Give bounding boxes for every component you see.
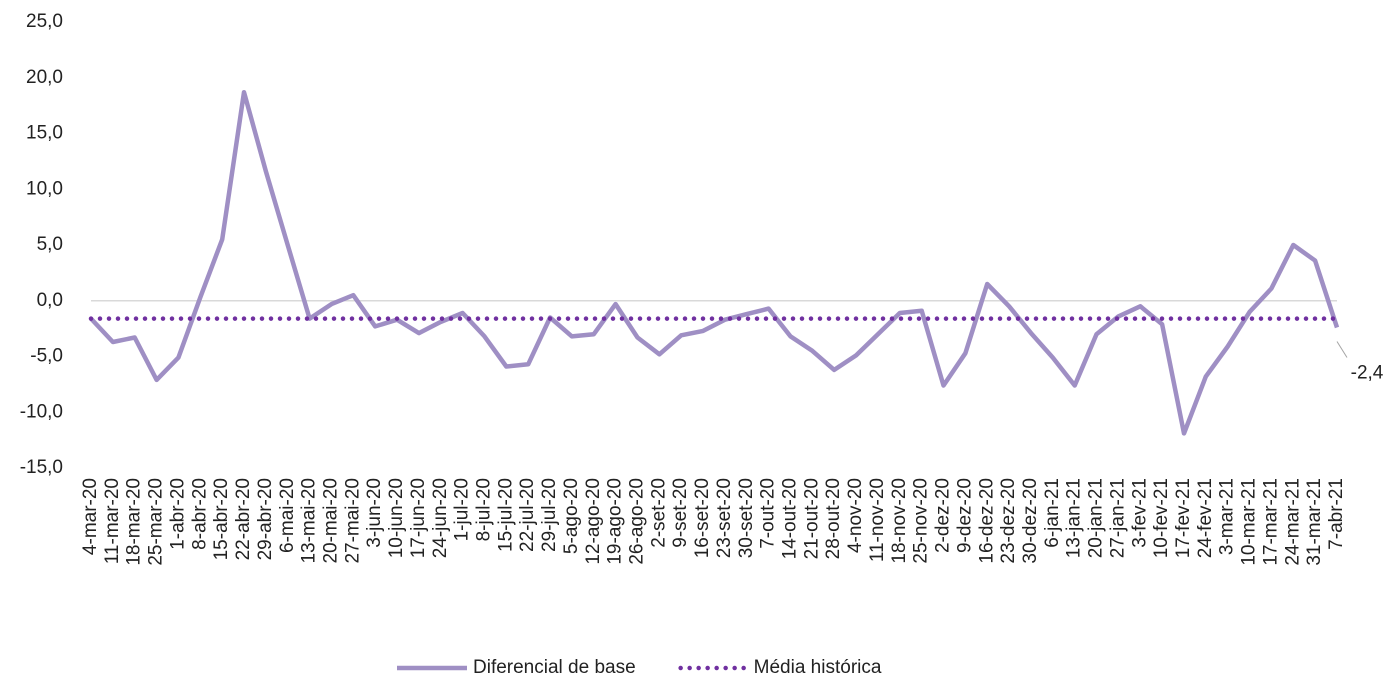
y-tick-label: 0,0 (37, 290, 63, 311)
x-tick-label: 7-abr-21 (1326, 478, 1347, 550)
legend-label: Diferencial de base (473, 657, 636, 678)
x-tick-label: 23-set-20 (714, 478, 735, 558)
data-label: -2,4 (1351, 363, 1384, 384)
x-tick-label: 12-ago-20 (583, 478, 604, 565)
x-tick-label: 2-dez-20 (933, 478, 954, 553)
x-tick-label: 19-ago-20 (605, 478, 626, 565)
x-tick-label: 4-nov-20 (845, 478, 866, 553)
x-tick-label: 11-nov-20 (867, 478, 888, 562)
x-tick-label: 16-dez-20 (976, 478, 997, 564)
x-tick-label: 10-fev-21 (1151, 478, 1172, 558)
y-tick-label: 10,0 (26, 178, 63, 199)
legend-label: Média histórica (754, 657, 882, 678)
x-tick-label: 29-abr-20 (255, 478, 276, 560)
x-tick-label: 5-ago-20 (561, 478, 582, 554)
x-tick-label: 10-mar-21 (1239, 478, 1260, 566)
x-tick-label: 9-dez-20 (954, 478, 975, 553)
x-tick-label: 8-jul-20 (473, 478, 494, 541)
x-tick-label: 27-jan-21 (1107, 478, 1128, 558)
x-tick-label: 3-mar-21 (1217, 478, 1238, 555)
x-tick-label: 4-mar-20 (80, 478, 101, 555)
x-tick-label: 1-abr-20 (167, 478, 188, 550)
x-tick-label: 28-out-20 (823, 478, 844, 559)
x-tick-label: 2-set-20 (648, 478, 669, 548)
x-tick-label: 8-abr-20 (189, 478, 210, 550)
x-tick-label: 31-mar-21 (1304, 478, 1325, 566)
x-tick-label: 22-abr-20 (233, 478, 254, 560)
x-tick-label: 9-set-20 (670, 478, 691, 548)
x-tick-label: 6-mai-20 (277, 478, 298, 553)
x-tick-label: 24-mar-21 (1282, 478, 1303, 566)
x-tick-label: 18-mar-20 (124, 478, 145, 566)
x-tick-label: 15-jul-20 (495, 478, 516, 552)
x-tick-label: 30-dez-20 (1020, 478, 1041, 564)
y-tick-label: -15,0 (20, 457, 63, 478)
x-tick-label: 20-jan-21 (1086, 478, 1107, 558)
x-tick-label: 21-out-20 (801, 478, 822, 559)
y-tick-label: -5,0 (30, 346, 63, 367)
x-tick-label: 17-fev-21 (1173, 478, 1194, 558)
y-tick-label: 25,0 (26, 11, 63, 32)
y-tick-label: 15,0 (26, 123, 63, 144)
legend-item: Média histórica (678, 657, 882, 678)
x-tick-label: 16-set-20 (692, 478, 713, 558)
label-leader (1336, 341, 1348, 358)
x-tick-label: 10-jun-20 (386, 478, 407, 558)
x-tick-label: 3-fev-21 (1129, 478, 1150, 548)
x-tick-label: 30-set-20 (736, 478, 757, 558)
x-tick-label: 11-mar-20 (102, 478, 123, 564)
x-tick-label: 14-out-20 (780, 478, 801, 559)
x-tick-label: 25-mar-20 (146, 478, 167, 566)
x-tick-label: 23-dez-20 (998, 478, 1019, 564)
x-tick-label: 1-jul-20 (452, 478, 473, 541)
x-tick-label: 20-mai-20 (320, 478, 341, 564)
x-tick-label: 15-abr-20 (211, 478, 232, 560)
x-tick-label: 13-jan-21 (1064, 478, 1085, 558)
y-tick-label: 5,0 (37, 234, 63, 255)
x-tick-label: 27-mai-20 (342, 478, 363, 564)
y-tick-label: 20,0 (26, 67, 63, 88)
x-tick-label: 24-jun-20 (430, 478, 451, 558)
x-tick-label: 17-jun-20 (408, 478, 429, 558)
x-tick-label: 3-jun-20 (364, 478, 385, 548)
x-tick-label: 18-nov-20 (889, 478, 910, 564)
x-tick-label: 7-out-20 (758, 478, 779, 549)
y-tick-label: -10,0 (20, 401, 63, 422)
x-tick-label: 26-ago-20 (627, 478, 648, 565)
legend-item: Diferencial de base (397, 657, 636, 678)
x-tick-label: 29-jul-20 (539, 478, 560, 552)
x-tick-label: 13-mai-20 (299, 478, 320, 564)
x-tick-label: 22-jul-20 (517, 478, 538, 552)
x-tick-label: 24-fev-21 (1195, 478, 1216, 558)
x-tick-label: 6-jan-21 (1042, 478, 1063, 548)
x-tick-label: 25-nov-20 (911, 478, 932, 564)
series-line (89, 89, 1340, 436)
x-tick-label: 17-mar-21 (1260, 478, 1281, 566)
